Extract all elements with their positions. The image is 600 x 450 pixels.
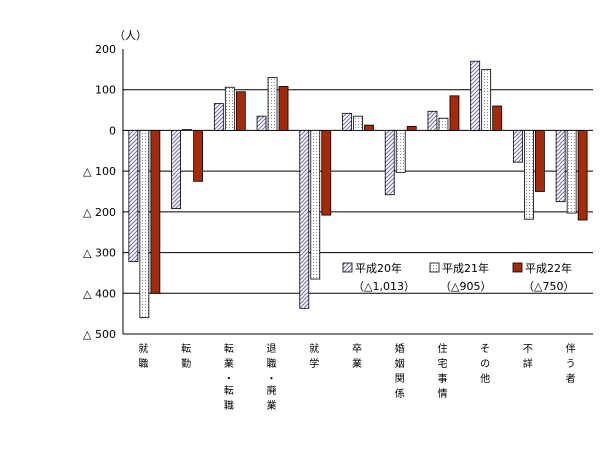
x-category-label: 関 (395, 373, 405, 385)
bar (213, 103, 224, 131)
x-category-label: 者 (566, 373, 576, 385)
x-category-label: 伴 (566, 342, 576, 355)
bar (256, 115, 267, 131)
legend-swatch (512, 262, 523, 273)
x-category-label: そ (480, 343, 490, 355)
bar (224, 86, 235, 131)
x-category-label: 転 (224, 385, 234, 397)
bar (535, 130, 545, 192)
bars (128, 60, 588, 319)
bar (342, 112, 352, 131)
y-tick-label: 0 (109, 124, 116, 137)
y-tick-label: △ 400 (83, 287, 116, 300)
x-category-label: 職 (138, 358, 148, 370)
bar (299, 130, 310, 309)
x-category-label: ・ (224, 374, 234, 385)
y-tick-label: △ 200 (83, 206, 116, 219)
bar (150, 130, 161, 294)
legend-swatch (342, 262, 353, 273)
legend: 平成20年 （△1,013） 平成21年 （△905） 平成22年 （△750） (342, 261, 574, 293)
bar (427, 110, 438, 131)
y-unit-label: （人） (114, 29, 147, 42)
bar (513, 130, 523, 163)
bar (278, 86, 289, 131)
bar (128, 130, 139, 262)
bar (470, 60, 481, 131)
x-category-label: 係 (395, 388, 405, 400)
bar (267, 77, 278, 131)
bar (555, 130, 566, 203)
x-category-label: 退 (267, 343, 277, 355)
bar (406, 125, 417, 131)
legend-label: 平成21年 (442, 261, 489, 275)
bar (321, 130, 332, 216)
y-tick-label: 200 (95, 43, 116, 56)
legend-label: 平成22年 (525, 261, 572, 275)
x-category-label: 就 (309, 342, 319, 355)
x-category-label: 学 (309, 357, 319, 370)
bar (310, 130, 321, 280)
x-category-label: 姻 (395, 357, 405, 370)
y-tick-label: △ 300 (83, 247, 116, 260)
bar (524, 130, 534, 220)
bar (577, 130, 588, 221)
x-category-label: 就 (138, 342, 148, 355)
legend-note: （△1,013） (353, 280, 415, 293)
bar (395, 130, 406, 173)
x-category-label: 不 (523, 344, 533, 355)
bar (492, 105, 503, 131)
x-category-label: 廃 (267, 384, 277, 397)
x-category-label: う (566, 358, 576, 370)
bar (449, 95, 460, 131)
bar (384, 130, 395, 196)
x-category-label: 業 (267, 399, 277, 412)
bar (182, 129, 192, 132)
bar (235, 91, 246, 131)
x-category-label: 宅 (437, 357, 447, 370)
bar (353, 115, 363, 131)
x-category-label: 転 (224, 343, 234, 355)
legend-note: （△750） (523, 280, 574, 293)
x-category-label: 業 (352, 357, 362, 370)
y-tick-label: 100 (95, 84, 116, 97)
x-category-label: 情 (437, 387, 447, 400)
y-tick-label: △ 100 (83, 165, 116, 178)
legend-note: （△905） (440, 280, 491, 293)
bar (438, 117, 449, 131)
x-category-label: 住 (437, 342, 447, 355)
y-tick-label: △ 500 (83, 328, 116, 341)
x-category-label: の (480, 359, 490, 370)
x-category-label: 婚 (395, 342, 405, 355)
bar (193, 130, 203, 182)
x-category-label: 勤 (181, 357, 191, 370)
legend-swatch (429, 262, 440, 273)
x-category-label: 業 (224, 357, 234, 370)
bar (481, 68, 492, 131)
x-category-label: 事 (437, 372, 447, 385)
bar (364, 124, 374, 131)
x-category-label: 職 (224, 400, 234, 412)
x-category-label: 卒 (352, 342, 362, 355)
x-category-label: 詳 (523, 357, 533, 370)
x-category-label: 職 (267, 358, 277, 370)
bar (566, 130, 577, 214)
x-category-label: 転 (181, 343, 191, 355)
x-category-label: 他 (480, 372, 490, 385)
legend-label: 平成20年 (355, 261, 402, 275)
bar (171, 130, 181, 209)
bar (139, 130, 150, 319)
x-category-label: ・ (267, 374, 277, 385)
